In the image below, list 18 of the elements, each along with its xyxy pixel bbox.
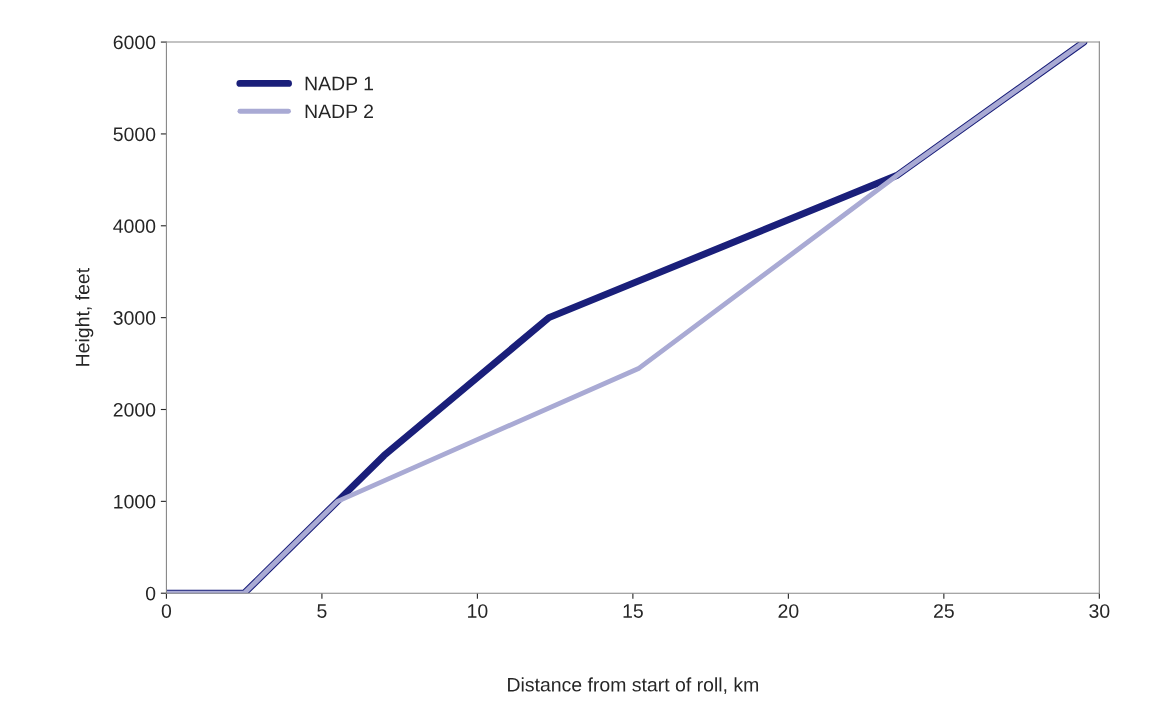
x-tick-label: 5 — [317, 604, 327, 618]
y-tick-label: 1000 — [114, 494, 156, 509]
y-tick-label: 2000 — [113, 402, 156, 417]
x-tick-label: 30 — [1089, 604, 1110, 618]
y-tick-label: 3000 — [113, 311, 156, 325]
y-tick-label: 6000 — [113, 35, 156, 50]
legend-label: NADP 1 — [305, 76, 374, 91]
y-axis-title: Height, feet — [75, 268, 94, 366]
x-tick-label: 15 — [623, 604, 643, 618]
x-axis-title: Distance from start of roll, km — [508, 677, 759, 694]
y-tick-label: 0 — [145, 586, 156, 601]
x-tick-label: 20 — [778, 604, 799, 618]
x-tick-label: 25 — [934, 604, 954, 618]
x-tick-label: 10 — [468, 604, 488, 618]
y-tick-label: 5000 — [113, 127, 156, 142]
x-tick-label: 0 — [161, 604, 172, 618]
legend-label: NADP 2 — [305, 104, 373, 119]
y-tick-label: 4000 — [113, 219, 156, 234]
